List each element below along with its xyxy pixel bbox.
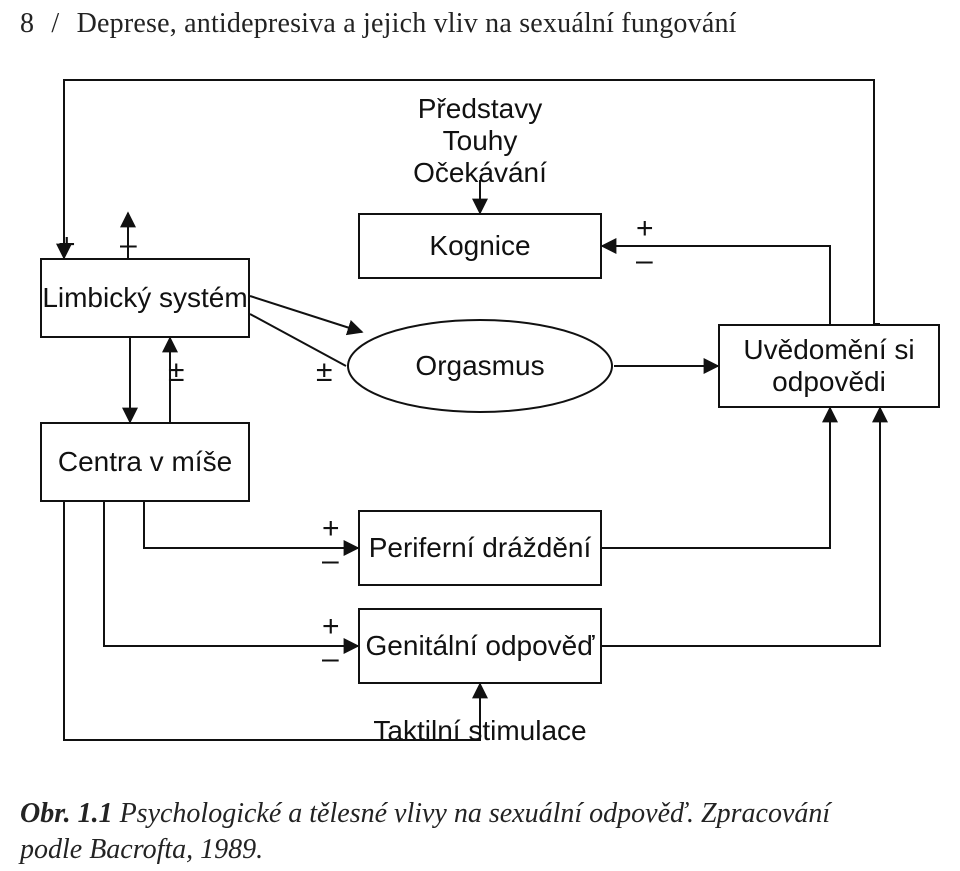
page-number: 8 xyxy=(20,8,34,39)
node-orgasmus-label: Orgasmus xyxy=(415,350,544,382)
figure-caption: Obr. 1.1 Psychologické a tělesné vlivy n… xyxy=(20,796,940,868)
node-periferni-drazdeni: Periferní dráždění xyxy=(358,510,602,586)
sign-minus-icon: – xyxy=(322,642,339,676)
figure-text-2: podle Bacrofta, 1989. xyxy=(20,834,263,865)
node-kognice: Kognice xyxy=(358,213,602,279)
sign-plus-icon: + xyxy=(322,512,340,546)
node-periferni-label: Periferní dráždění xyxy=(369,532,592,564)
sign-plusminus-icon: ± xyxy=(316,355,332,389)
node-uvedomeni: Uvědomění si odpovědi xyxy=(718,324,940,408)
figure-text-1: Psychologické a tělesné vlivy na sexuáln… xyxy=(113,798,831,829)
sign-plusminus-icon: ± xyxy=(168,355,184,389)
node-genitalni-odpoved: Genitální odpověď xyxy=(358,608,602,684)
taktilni-stimulace-label: Taktilní stimulace xyxy=(330,715,630,747)
sign-plus-icon: + xyxy=(322,610,340,644)
sign-minus-icon: – xyxy=(322,544,339,578)
sign-plus-icon: + xyxy=(636,212,654,246)
page-title: Deprese, antidepresiva a jejich vliv na … xyxy=(77,8,737,39)
sign-minus-icon: – xyxy=(120,228,137,262)
sign-minus-icon: – xyxy=(636,244,653,278)
page: 8 / Deprese, antidepresiva a jejich vliv… xyxy=(0,0,960,871)
node-orgasmus: Orgasmus xyxy=(346,318,614,414)
node-kognice-label: Kognice xyxy=(429,230,530,262)
node-centra-label: Centra v míše xyxy=(58,446,232,478)
node-limbicky-system: Limbický systém xyxy=(40,258,250,338)
sign-plus-icon: + xyxy=(58,228,76,262)
header-separator: / xyxy=(51,8,59,39)
thoughts-desires-expectations: Představy Touhy Očekávání xyxy=(350,93,610,189)
figure-label: Obr. 1.1 xyxy=(20,798,113,829)
node-centra-v-mise: Centra v míše xyxy=(40,422,250,502)
page-header: 8 / Deprese, antidepresiva a jejich vliv… xyxy=(20,8,737,40)
node-limbicky-label: Limbický systém xyxy=(42,282,247,314)
node-genitalni-label: Genitální odpověď xyxy=(366,630,595,662)
diagram: Představy Touhy Očekávání Kognice Limbic… xyxy=(0,60,960,780)
node-uvedomeni-label: Uvědomění si odpovědi xyxy=(720,334,938,398)
